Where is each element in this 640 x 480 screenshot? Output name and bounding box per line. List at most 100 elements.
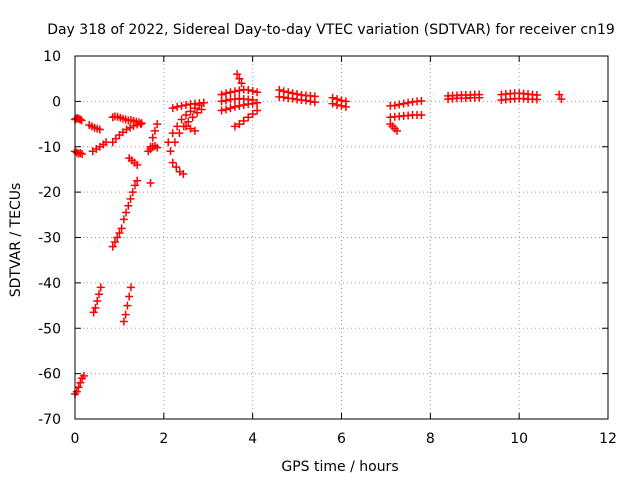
data-point bbox=[333, 101, 342, 110]
data-point bbox=[230, 102, 239, 111]
data-point bbox=[244, 86, 253, 95]
data-point bbox=[555, 90, 564, 99]
data-point bbox=[475, 90, 484, 99]
data-point bbox=[182, 110, 191, 119]
series-arc-17 bbox=[168, 98, 208, 113]
data-point bbox=[188, 113, 197, 122]
series-arc-6 bbox=[89, 283, 105, 317]
x-axis-title: GPS time / hours bbox=[281, 459, 398, 475]
series-arc-12 bbox=[146, 179, 155, 188]
data-point bbox=[122, 208, 131, 217]
series-arc-35 bbox=[497, 94, 541, 105]
data-point bbox=[190, 126, 199, 135]
series-arc-28 bbox=[328, 99, 350, 111]
data-point bbox=[128, 188, 137, 197]
series-arc-23 bbox=[233, 70, 246, 88]
data-point bbox=[235, 86, 244, 95]
data-point bbox=[119, 317, 128, 326]
data-point bbox=[175, 129, 184, 138]
y-tick-label: -70 bbox=[38, 412, 61, 428]
data-point bbox=[124, 201, 133, 210]
data-point bbox=[275, 86, 284, 95]
y-tick-label: -10 bbox=[38, 140, 61, 156]
data-point bbox=[125, 292, 134, 301]
data-point bbox=[182, 122, 191, 131]
series-arc-19 bbox=[182, 122, 199, 135]
data-point bbox=[222, 96, 231, 105]
data-point bbox=[184, 117, 193, 126]
data-point bbox=[108, 242, 117, 251]
data-point bbox=[76, 378, 85, 387]
x-tick-label: 0 bbox=[71, 431, 80, 447]
data-point bbox=[306, 97, 315, 106]
data-point bbox=[79, 371, 88, 380]
data-point bbox=[197, 105, 206, 114]
data-point bbox=[310, 98, 319, 107]
data-point bbox=[393, 126, 402, 135]
data-point bbox=[193, 108, 202, 117]
series-arc-8 bbox=[108, 120, 145, 147]
data-point bbox=[253, 98, 262, 107]
data-point bbox=[89, 308, 98, 317]
data-point bbox=[337, 101, 346, 110]
x-tick-label: 10 bbox=[510, 431, 528, 447]
data-point bbox=[168, 158, 177, 167]
data-point bbox=[129, 121, 138, 130]
data-point bbox=[217, 106, 226, 115]
series-arc-27 bbox=[328, 93, 350, 106]
series-arc-10 bbox=[119, 283, 135, 326]
data-point bbox=[146, 179, 155, 188]
data-point bbox=[239, 101, 248, 110]
x-tick-label: 12 bbox=[599, 431, 617, 447]
data-point bbox=[404, 98, 413, 107]
data-point bbox=[399, 99, 408, 108]
x-tick-label: 2 bbox=[159, 431, 168, 447]
data-point bbox=[237, 79, 246, 88]
data-point bbox=[110, 238, 119, 247]
series-arc-1 bbox=[71, 114, 86, 125]
series-arc-36 bbox=[555, 90, 566, 104]
data-point bbox=[96, 283, 105, 292]
data-point bbox=[113, 233, 122, 242]
data-point bbox=[76, 115, 85, 124]
data-point bbox=[235, 101, 244, 110]
data-point bbox=[301, 96, 310, 105]
data-point bbox=[126, 283, 135, 292]
series-arc-4 bbox=[85, 120, 104, 134]
data-point bbox=[217, 90, 226, 99]
data-point bbox=[235, 74, 244, 83]
data-point bbox=[248, 86, 257, 95]
grid-lines bbox=[75, 56, 608, 419]
y-tick-label: -20 bbox=[38, 185, 61, 201]
data-point bbox=[170, 138, 179, 147]
data-point bbox=[117, 224, 126, 233]
data-point bbox=[217, 97, 226, 106]
data-point bbox=[186, 107, 195, 116]
data-point bbox=[148, 133, 157, 142]
data-point bbox=[168, 104, 177, 113]
data-point bbox=[177, 101, 186, 110]
data-point bbox=[179, 169, 188, 178]
plot-frame bbox=[74, 55, 609, 420]
data-point bbox=[182, 101, 191, 110]
series-arc-18 bbox=[168, 158, 188, 178]
x-tick-label: 4 bbox=[248, 431, 257, 447]
data-point bbox=[126, 123, 135, 132]
data-point bbox=[417, 96, 426, 105]
series-arc-3 bbox=[71, 371, 88, 399]
data-point bbox=[91, 303, 100, 312]
data-point bbox=[72, 387, 81, 396]
data-points bbox=[71, 70, 566, 399]
x-tick-label: 8 bbox=[426, 431, 435, 447]
data-point bbox=[288, 94, 297, 103]
y-tick-label: -40 bbox=[38, 276, 61, 292]
data-point bbox=[248, 110, 257, 119]
series-arc-20 bbox=[217, 85, 262, 99]
data-point bbox=[119, 215, 128, 224]
chart-title: Day 318 of 2022, Sidereal Day-to-day VTE… bbox=[47, 22, 615, 38]
y-tick-label: 10 bbox=[43, 49, 61, 65]
y-tick-label: 0 bbox=[52, 94, 61, 110]
data-point bbox=[186, 124, 195, 133]
data-point bbox=[557, 95, 566, 104]
